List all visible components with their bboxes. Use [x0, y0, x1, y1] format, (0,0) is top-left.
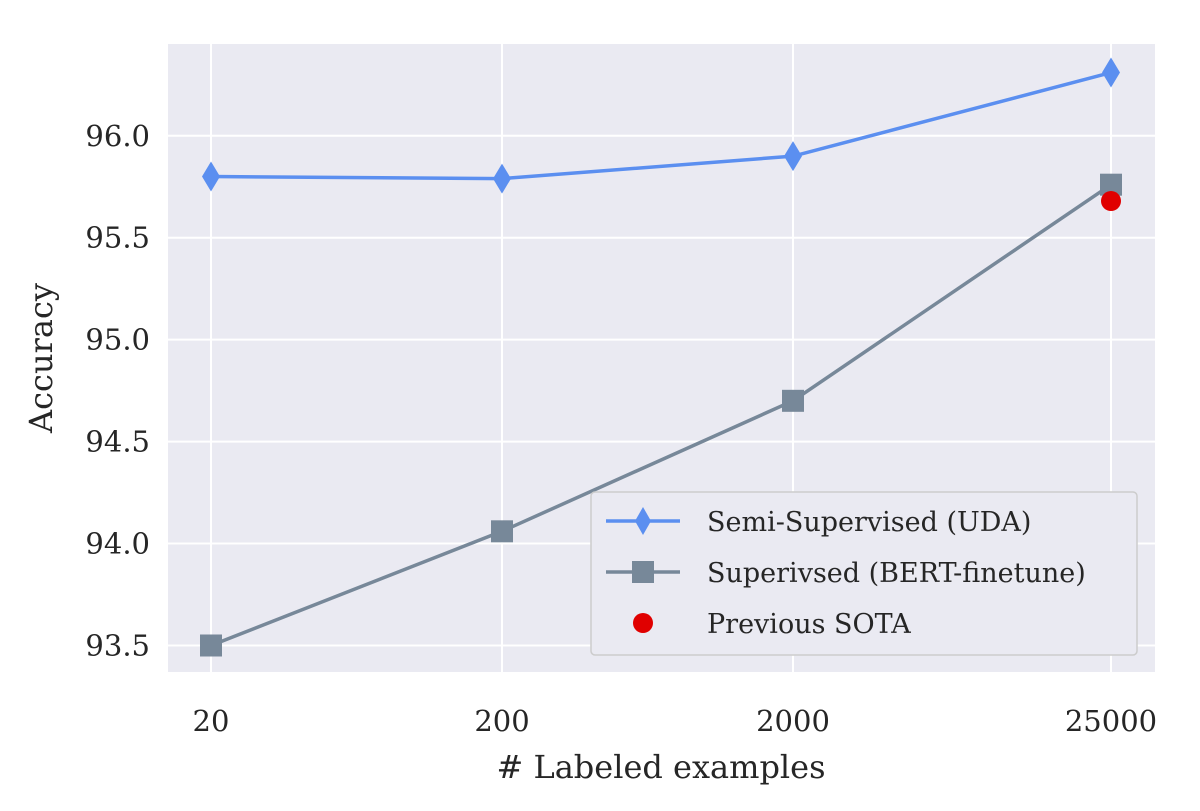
- legend-label-uda: Semi-Supervised (UDA): [707, 507, 1031, 538]
- y-tick-label: 93.5: [85, 628, 150, 662]
- uda-data-point: [1102, 57, 1120, 88]
- y-tick-label: 95.5: [85, 221, 150, 255]
- sota-data-point: [1101, 191, 1121, 211]
- bert-data-point: [491, 520, 513, 543]
- y-tick-label: 96.0: [85, 119, 150, 153]
- y-tick-label: 94.5: [85, 425, 150, 459]
- y-tick-label: 95.0: [85, 323, 150, 357]
- legend: Semi-Supervised (UDA) Superivsed (BERT-f…: [590, 491, 1138, 656]
- x-axis-label: # Labeled examples: [496, 748, 825, 786]
- uda-data-point: [784, 141, 802, 172]
- uda-data-point: [202, 161, 220, 192]
- x-tick-labels: 20 200 2000 25000: [193, 704, 1158, 738]
- series-group: [200, 57, 1122, 657]
- y-tick-labels: 93.5 94.0 94.5 95.0 95.5 96.0: [85, 119, 150, 663]
- x-tick-label: 200: [474, 704, 529, 738]
- legend-square-marker: [632, 561, 654, 583]
- uda-data-point: [493, 163, 511, 194]
- x-tick-label: 25000: [1065, 704, 1157, 738]
- bert-data-point: [782, 389, 804, 412]
- legend-diamond-marker: [635, 507, 651, 535]
- legend-label-bert: Superivsed (BERT-finetune): [707, 558, 1086, 589]
- legend-label-sota: Previous SOTA: [707, 609, 911, 640]
- bert-series-line: [210, 183, 1112, 648]
- y-axis-label: Accuracy: [22, 283, 60, 434]
- legend-box: [590, 491, 1138, 656]
- x-tick-label: 2000: [756, 704, 830, 738]
- y-tick-label: 94.0: [85, 527, 150, 561]
- uda-series-line: [210, 70, 1112, 181]
- x-tick-label: 20: [193, 704, 230, 738]
- bert-data-point: [1100, 173, 1122, 196]
- legend-circle-marker: [633, 613, 653, 633]
- bert-data-point: [200, 634, 222, 657]
